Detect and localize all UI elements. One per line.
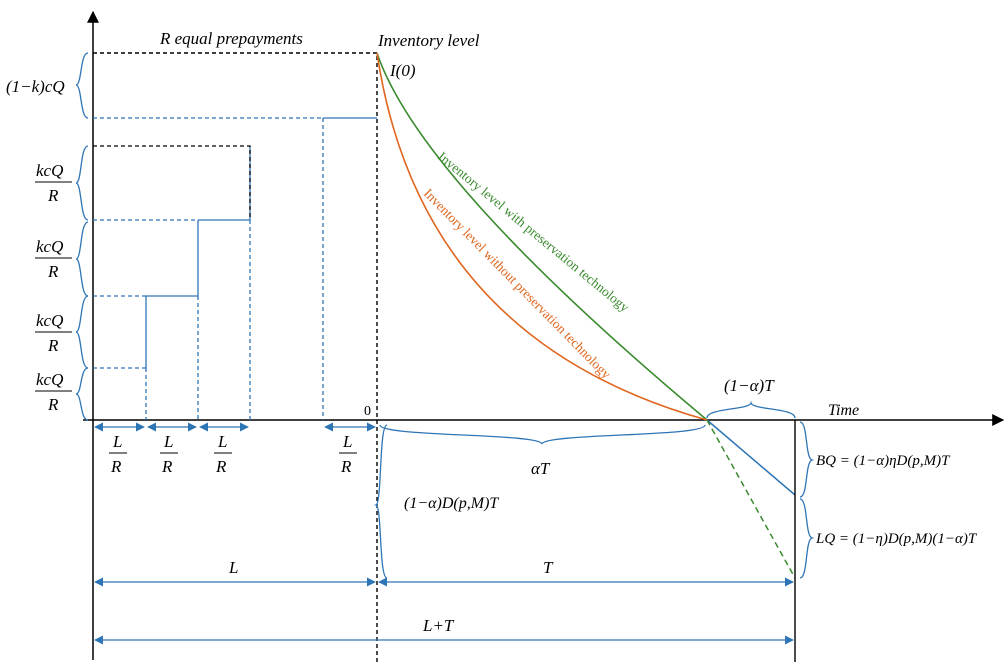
label-one-minus-alpha-DT: (1−α)D(p,M)T bbox=[404, 495, 499, 512]
label-one-minus-alpha-T: (1−α)T bbox=[724, 376, 775, 395]
LR-frac-3: L R bbox=[214, 432, 232, 476]
prepayment-steps bbox=[93, 117, 377, 420]
svg-text:L: L bbox=[163, 432, 173, 451]
LR-frac-1: L R bbox=[109, 432, 127, 476]
label-k-top: (1−k)cQ bbox=[6, 77, 65, 96]
kcQ-frac-2: kcQ R bbox=[35, 237, 72, 281]
curve-with-preservation bbox=[376, 52, 708, 421]
svg-text:R: R bbox=[340, 457, 352, 476]
svg-text:R: R bbox=[47, 186, 59, 205]
kcQ-frac-1: kcQ R bbox=[35, 161, 72, 205]
svg-text:R: R bbox=[110, 457, 122, 476]
svg-text:R: R bbox=[215, 457, 227, 476]
brace-one-minus-alpha-T bbox=[706, 400, 796, 419]
label-time: Time bbox=[828, 402, 859, 419]
label-LQ: LQ = (1−η)D(p,M)(1−α)T bbox=[815, 531, 978, 547]
label-T: T bbox=[543, 558, 554, 577]
label-inventory-level: Inventory level bbox=[377, 31, 480, 50]
kcQ-frac-4: kcQ R bbox=[35, 370, 72, 414]
brace-alpha-T bbox=[379, 424, 706, 445]
kcQ-frac-3: kcQ R bbox=[35, 311, 72, 355]
label-BQ: BQ = (1−α)ηD(p,M)T bbox=[816, 453, 951, 469]
label-prepayments: R equal prepayments bbox=[159, 29, 303, 48]
svg-text:R: R bbox=[47, 336, 59, 355]
label-L: L bbox=[228, 558, 238, 577]
svg-text:kcQ: kcQ bbox=[36, 370, 63, 389]
brace-BQ bbox=[799, 421, 815, 498]
svg-text:L: L bbox=[217, 432, 227, 451]
label-alpha-T: αT bbox=[531, 459, 551, 478]
svg-text:L: L bbox=[342, 432, 352, 451]
LR-frac-2: L R bbox=[160, 432, 178, 476]
lost-sales-line bbox=[706, 419, 796, 579]
backlog-line bbox=[706, 419, 796, 496]
svg-text:kcQ: kcQ bbox=[36, 311, 63, 330]
brace-LQ bbox=[799, 498, 815, 579]
left-braces bbox=[75, 52, 89, 421]
svg-text:R: R bbox=[47, 262, 59, 281]
label-L-plus-T: L+T bbox=[422, 616, 455, 635]
svg-text:R: R bbox=[161, 457, 173, 476]
svg-text:L: L bbox=[112, 432, 122, 451]
svg-text:kcQ: kcQ bbox=[36, 237, 63, 256]
LR-frac-4: L R bbox=[339, 432, 357, 476]
label-origin: 0 bbox=[364, 404, 371, 419]
svg-text:kcQ: kcQ bbox=[36, 161, 63, 180]
brace-one-minus-alpha-DT bbox=[374, 424, 388, 579]
svg-text:R: R bbox=[47, 395, 59, 414]
prepayment-box-top bbox=[93, 52, 378, 420]
label-i0: I(0) bbox=[389, 61, 416, 80]
black-dashed-box bbox=[93, 145, 251, 220]
curve-without-preservation bbox=[376, 52, 708, 421]
